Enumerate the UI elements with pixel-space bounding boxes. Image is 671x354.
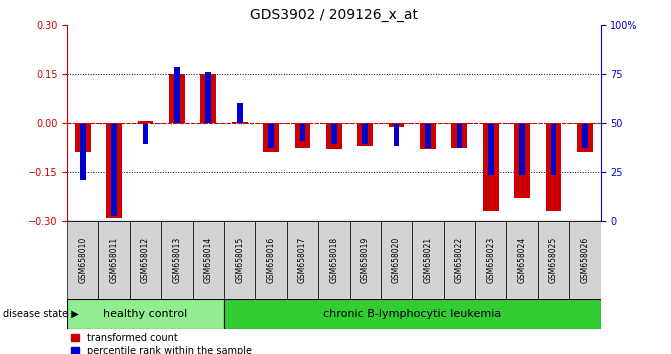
Bar xyxy=(161,221,193,299)
Bar xyxy=(452,123,467,148)
Bar xyxy=(331,123,337,144)
Bar xyxy=(488,123,494,175)
Text: GSM658013: GSM658013 xyxy=(172,237,181,283)
Text: GSM658025: GSM658025 xyxy=(549,237,558,283)
Bar xyxy=(444,221,475,299)
Bar xyxy=(519,123,525,175)
Bar xyxy=(456,123,462,148)
Bar xyxy=(138,121,154,123)
Title: GDS3902 / 209126_x_at: GDS3902 / 209126_x_at xyxy=(250,8,418,22)
Bar xyxy=(263,123,279,153)
Bar xyxy=(232,122,248,123)
Bar xyxy=(514,123,530,198)
Bar xyxy=(106,123,122,218)
Bar xyxy=(224,299,601,329)
Bar xyxy=(551,123,556,175)
Text: GSM658020: GSM658020 xyxy=(392,237,401,283)
Text: GSM658012: GSM658012 xyxy=(141,237,150,283)
Bar xyxy=(295,123,310,148)
Bar xyxy=(507,221,537,299)
Text: GSM658022: GSM658022 xyxy=(455,237,464,283)
Bar xyxy=(75,123,91,153)
Text: GSM658015: GSM658015 xyxy=(235,237,244,283)
Bar xyxy=(381,221,412,299)
Bar xyxy=(256,221,287,299)
Bar xyxy=(475,221,507,299)
Bar xyxy=(205,72,211,123)
Bar xyxy=(537,221,569,299)
Legend: transformed count, percentile rank within the sample: transformed count, percentile rank withi… xyxy=(67,329,256,354)
Text: chronic B-lymphocytic leukemia: chronic B-lymphocytic leukemia xyxy=(323,309,501,319)
Bar xyxy=(582,123,588,148)
Bar xyxy=(362,123,368,144)
Text: healthy control: healthy control xyxy=(103,309,188,319)
Text: GSM658017: GSM658017 xyxy=(298,237,307,283)
Bar xyxy=(111,123,117,216)
Text: GSM658024: GSM658024 xyxy=(517,237,527,283)
Bar xyxy=(350,221,381,299)
Text: GSM658014: GSM658014 xyxy=(204,237,213,283)
Bar xyxy=(224,221,256,299)
Bar xyxy=(80,123,86,180)
Bar xyxy=(483,123,499,211)
Text: GSM658023: GSM658023 xyxy=(486,237,495,283)
Bar xyxy=(174,67,180,123)
Text: disease state ▶: disease state ▶ xyxy=(3,309,79,319)
Text: GSM658010: GSM658010 xyxy=(79,237,87,283)
Bar xyxy=(546,123,562,211)
Bar xyxy=(169,74,185,123)
Bar xyxy=(577,123,592,153)
Bar xyxy=(143,123,148,144)
Bar xyxy=(412,221,444,299)
Bar xyxy=(67,299,224,329)
Text: GSM658026: GSM658026 xyxy=(580,237,589,283)
Bar xyxy=(358,123,373,146)
Bar xyxy=(130,221,161,299)
Bar xyxy=(326,123,342,149)
Bar xyxy=(67,221,99,299)
Bar xyxy=(420,123,435,149)
Bar xyxy=(287,221,318,299)
Bar xyxy=(237,103,242,123)
Bar xyxy=(569,221,601,299)
Text: GSM658016: GSM658016 xyxy=(266,237,276,283)
Text: GSM658011: GSM658011 xyxy=(109,237,119,283)
Bar xyxy=(193,221,224,299)
Bar xyxy=(201,74,216,123)
Bar xyxy=(268,123,274,148)
Text: GSM658019: GSM658019 xyxy=(361,237,370,283)
Bar xyxy=(389,123,405,127)
Bar xyxy=(318,221,350,299)
Bar xyxy=(300,123,305,141)
Text: GSM658018: GSM658018 xyxy=(329,237,338,283)
Bar xyxy=(425,123,431,148)
Bar xyxy=(99,221,130,299)
Text: GSM658021: GSM658021 xyxy=(423,237,433,283)
Bar xyxy=(394,123,399,146)
